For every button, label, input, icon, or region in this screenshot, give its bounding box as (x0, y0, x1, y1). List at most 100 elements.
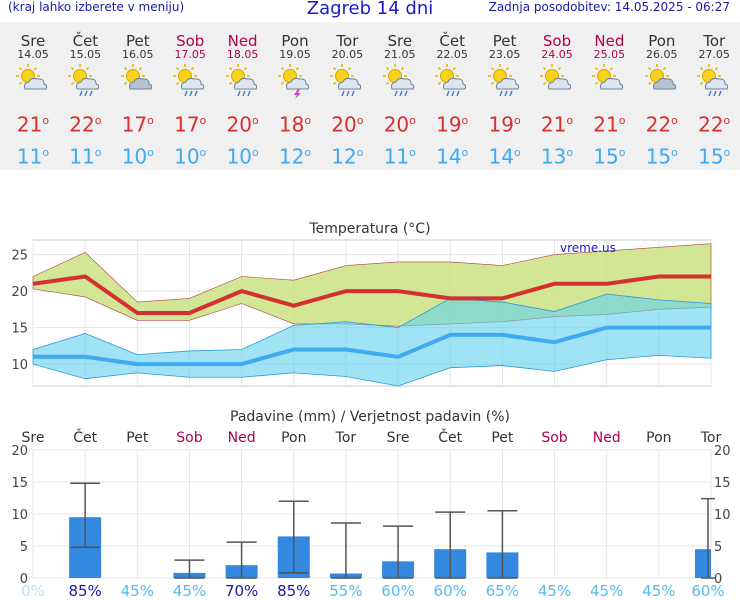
temperature-chart-title: Temperatura (°C) (308, 221, 430, 237)
precipitation-probability: 60% (381, 582, 414, 600)
precipitation-probability: 65% (486, 582, 519, 600)
day-column: Sob 17.05 17o 10o (164, 22, 216, 167)
precipitation-x-label: Tor (700, 430, 722, 446)
daily-forecast-strip: Sre 14.05 21o 11o Čet 15.05 22o 11o Pet 16.05 17o 1… (0, 22, 740, 170)
precipitation-y-tick-right: 15 (714, 476, 731, 491)
day-date: 23.05 (488, 48, 521, 61)
day-column: Ned 25.05 21o 15o (583, 22, 635, 167)
sun-cloud-rain-icon (329, 64, 365, 100)
day-name: Čet (72, 32, 99, 50)
day-column: Tor 20.05 20o 12o (321, 22, 373, 167)
precipitation-y-tick-right: 0 (714, 572, 722, 587)
day-date: 17.05 (174, 48, 206, 61)
precipitation-x-label: Sre (22, 430, 45, 446)
day-column: Sre 14.05 21o 11o (7, 22, 59, 167)
precipitation-x-label: Sre (387, 430, 410, 446)
day-name: Pon (281, 32, 309, 50)
precipitation-probability: 45% (538, 582, 571, 600)
day-name: Čet (439, 32, 465, 50)
max-temperature: 20o (383, 112, 416, 137)
min-temperature: 10o (121, 144, 154, 169)
precipitation-x-label: Čet (438, 428, 462, 446)
min-temperature: 10o (226, 144, 259, 169)
precipitation-probability: 85% (277, 582, 310, 600)
min-temperature: 14o (436, 144, 469, 169)
precipitation-probability: 45% (590, 582, 623, 600)
temperature-y-tick: 25 (11, 249, 28, 264)
day-date: 27.05 (698, 48, 730, 61)
precipitation-x-label: Pet (491, 430, 514, 446)
max-temperature: 20o (226, 112, 259, 137)
min-temperature: 15o (698, 144, 731, 169)
day-date: 24.05 (541, 48, 573, 61)
precipitation-y-tick-left: 5 (20, 540, 28, 555)
max-temperature: 18o (278, 112, 312, 137)
max-temperature: 17o (121, 112, 154, 137)
last-updated: Zadnja posodobitev: 14.05.2025 - 06:27 (488, 0, 730, 14)
sun-cloud-icon (539, 64, 575, 100)
max-temperature: 21o (16, 112, 50, 137)
sun-cloud-rain-icon (487, 64, 523, 100)
precipitation-probability: 60% (691, 582, 724, 600)
sun-cloud-rain-icon (434, 64, 470, 100)
min-temperature: 10o (174, 144, 207, 169)
min-temperature: 11o (383, 144, 416, 169)
precipitation-probability: 45% (121, 582, 154, 600)
precipitation-probability: 70% (225, 582, 258, 600)
precipitation-x-label: Pet (126, 430, 149, 446)
precipitation-x-label: Sob (541, 430, 567, 446)
min-temperature: 11o (69, 144, 102, 169)
sun-cloud-icon (15, 64, 51, 100)
sun-cloud-heavy-icon (120, 64, 156, 100)
page-title: Zagreb 14 dni (306, 0, 434, 19)
day-column: Pon 26.05 22o 15o (636, 22, 688, 167)
day-name: Pet (125, 32, 150, 50)
precipitation-probability: 0% (21, 582, 45, 600)
precipitation-x-label: Čet (73, 428, 97, 446)
day-date: 19.05 (279, 48, 311, 61)
max-temperature: 19o (436, 112, 469, 137)
day-name: Pon (648, 32, 676, 50)
day-column: Tor 27.05 22o 15o (688, 22, 740, 167)
max-temperature: 22o (645, 112, 678, 137)
day-name: Sre (387, 32, 413, 50)
day-name: Sob (176, 32, 205, 50)
precipitation-probability: 45% (173, 582, 206, 600)
max-temperature-line (32, 274, 711, 315)
sun-cloud-storm-icon (277, 64, 313, 100)
day-column: Čet 22.05 19o 14o (426, 22, 478, 167)
precipitation-y-tick-right: 5 (714, 540, 722, 555)
charts-area: Temperatura (°C) 10 15 20 25 vreme.us Padavine… (11, 221, 731, 600)
day-date: 26.05 (646, 48, 678, 61)
max-temperature: 21o (593, 112, 626, 137)
day-name: Tor (703, 32, 726, 50)
day-column: Sre 21.05 20o 11o (374, 22, 426, 167)
precipitation-bar (695, 549, 711, 578)
max-temperature: 17o (174, 112, 207, 137)
sun-cloud-rain-icon (382, 64, 418, 100)
sun-cloud-rain-icon (225, 64, 261, 100)
sun-cloud-icon (591, 64, 627, 100)
watermark: vreme.us (560, 241, 616, 255)
max-temperature: 19o (488, 112, 521, 137)
precipitation-y-tick-right: 20 (714, 444, 731, 459)
min-temperature: 12o (278, 144, 312, 169)
day-name: Sob (542, 32, 572, 50)
precipitation-x-label: Ned (228, 430, 256, 446)
temperature-y-tick: 10 (11, 358, 28, 373)
sun-cloud-heavy-icon (644, 64, 680, 100)
day-name: Tor (336, 32, 359, 50)
day-name: Pet (492, 32, 517, 50)
sun-cloud-rain-icon (172, 64, 208, 100)
day-column: Ned 18.05 20o 10o (217, 22, 269, 167)
min-temperature: 11o (16, 144, 50, 169)
day-date: 21.05 (384, 48, 416, 61)
day-column: Pet 23.05 19o 14o (479, 22, 531, 167)
day-date: 22.05 (436, 48, 468, 61)
max-temperature: 21o (540, 112, 574, 137)
day-date: 20.05 (331, 48, 364, 61)
temperature-y-tick: 15 (11, 322, 28, 337)
precipitation-y-tick-left: 15 (11, 476, 28, 491)
temperature-y-tick: 20 (11, 285, 28, 300)
precipitation-y-tick-left: 10 (11, 508, 28, 523)
